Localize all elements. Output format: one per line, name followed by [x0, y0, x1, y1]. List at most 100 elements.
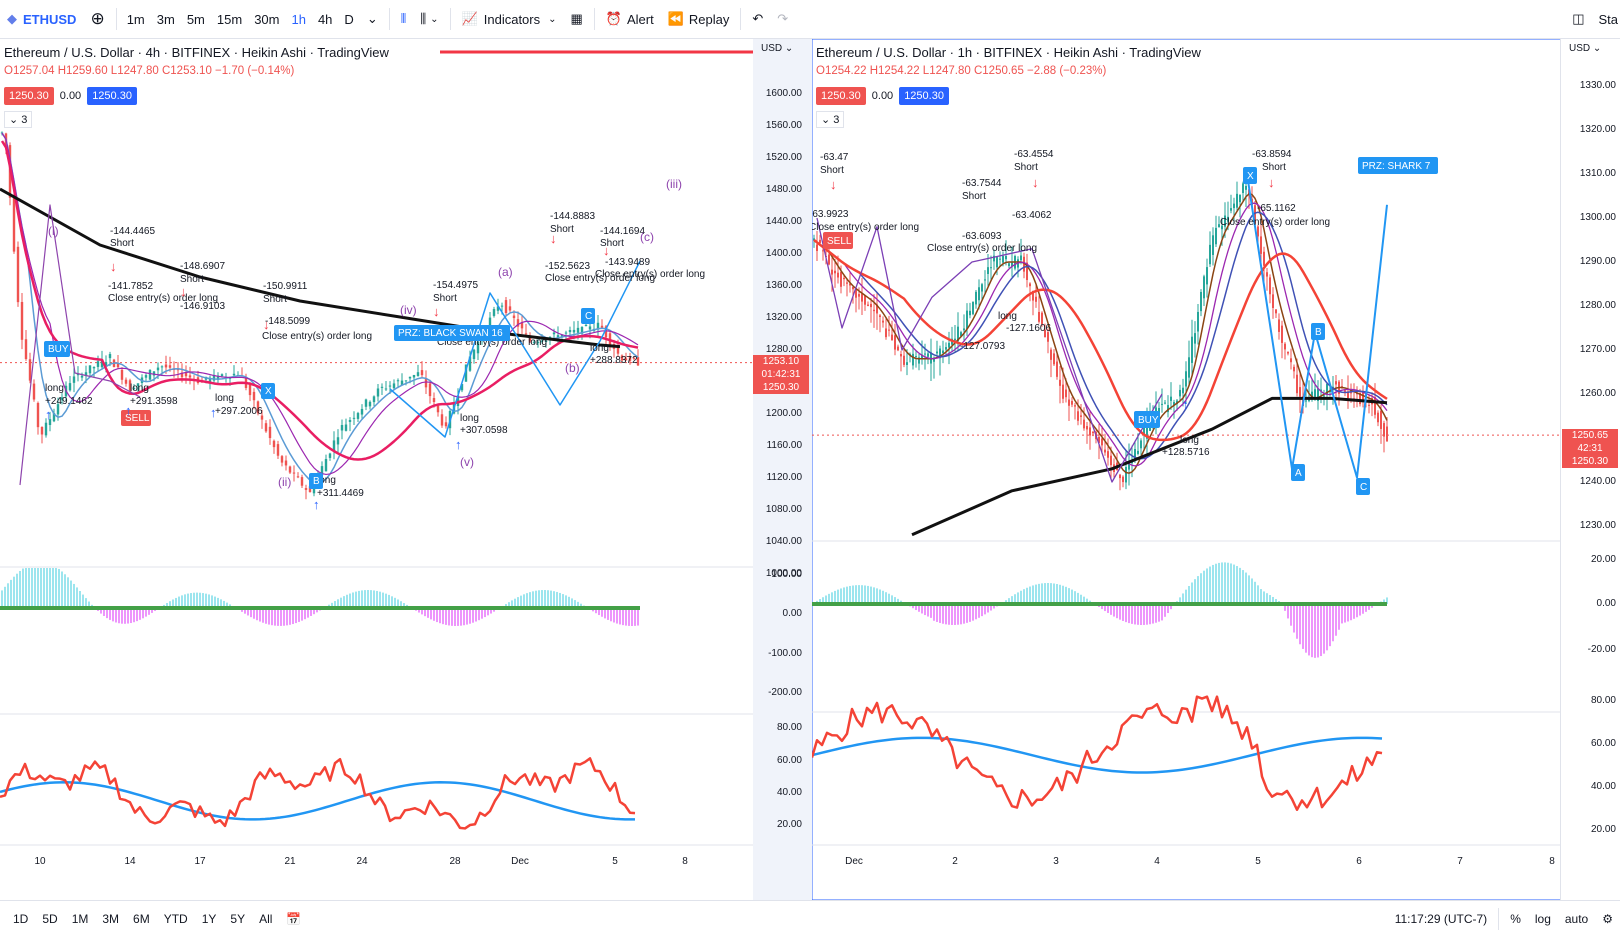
candle-body	[867, 304, 869, 306]
signal-badge	[1356, 478, 1370, 495]
settings-button[interactable]: ⚙	[1595, 912, 1620, 926]
auto-toggle[interactable]: auto	[1564, 912, 1589, 926]
candle-body	[1374, 397, 1376, 415]
log-toggle[interactable]: log	[1534, 912, 1551, 926]
clock[interactable]: 11:17:29 (UTC-7)	[1394, 912, 1488, 926]
range-ytd[interactable]: YTD	[163, 912, 188, 926]
rsi-tick: 20.00	[776, 819, 802, 830]
chart-type-candles-button[interactable]: ⫼ ⌄	[413, 0, 445, 38]
range-1m[interactable]: 1M	[71, 912, 89, 926]
candle-body	[1005, 255, 1007, 260]
sell-price-button[interactable]: 1250.30	[4, 87, 54, 105]
annotation-label: Short	[433, 293, 457, 304]
rsi-signal-line	[812, 736, 1383, 774]
percent-toggle[interactable]: %	[1510, 912, 1521, 926]
left-chart-pane[interactable]: -144.4465 Short -141.7852 Close entry(s) or…	[0, 39, 753, 900]
timeframe-more-icon[interactable]: ⌄	[366, 11, 378, 26]
annotation-label: +128.5716	[1162, 447, 1210, 458]
timeframe-15m[interactable]: 15m	[216, 11, 243, 27]
candle-body	[915, 356, 917, 358]
price-tick: 1440.00	[765, 216, 802, 227]
annotation-label: Short	[962, 191, 986, 202]
timeframe-1m[interactable]: 1m	[126, 11, 145, 27]
candle-body	[428, 383, 432, 397]
sell-price-button[interactable]: 1250.30	[816, 87, 866, 105]
range-1d[interactable]: 1D	[13, 912, 29, 926]
range-3m[interactable]: 3M	[102, 912, 120, 926]
annotation-label: long	[1180, 435, 1199, 446]
indicator-collapse-toggle[interactable]: ⌄ 3	[816, 111, 845, 128]
annotation-label: Close entry(s) order long	[595, 269, 705, 280]
currency-text: USD	[1569, 43, 1591, 54]
chart-type-bars-button[interactable]: ⫴	[394, 0, 413, 38]
x-axis-tick: 2	[952, 856, 958, 867]
add-symbol-button[interactable]: ⊕	[83, 0, 111, 38]
buy-price-button[interactable]: 1250.30	[87, 87, 137, 105]
candle-body	[1359, 393, 1361, 405]
timeframe-30m[interactable]: 30m	[254, 11, 280, 27]
candle-body	[416, 372, 420, 376]
layouts-button[interactable]: ▦	[564, 0, 590, 38]
candle-body	[528, 335, 532, 342]
layout-toggle-button[interactable]: ◫	[1565, 0, 1591, 38]
candle-body	[476, 341, 480, 354]
candle-body	[1281, 325, 1283, 343]
annotation-label: SELL	[827, 236, 852, 247]
plus-circle-icon: ⊕	[90, 9, 105, 28]
candle-body	[1083, 419, 1085, 429]
undo-button[interactable]: ↶	[745, 0, 770, 38]
timeframe-1h[interactable]: 1h	[291, 11, 306, 27]
alert-button[interactable]: ⏰ Alert	[599, 0, 661, 38]
range-6m[interactable]: 6M	[133, 912, 150, 926]
x-axis-tick: 4	[1154, 856, 1160, 867]
candle-body	[36, 403, 40, 428]
right-price-axis[interactable]: USD ⌄ 1330.00 1320.00 1310.00 1300.00 1290.0…	[1560, 39, 1620, 900]
buy-price-button[interactable]: 1250.30	[899, 87, 949, 105]
timeframe-5m[interactable]: 5m	[186, 11, 205, 27]
indicator-collapse-toggle[interactable]: ⌄ 3	[4, 111, 33, 128]
pane-divider[interactable]: USD ⌄ 1600.00 1560.00 1520.00 1480.00 1440.0…	[753, 39, 812, 900]
date-range-button[interactable]: 📅	[279, 912, 308, 926]
currency-label[interactable]: USD ⌄	[761, 43, 794, 54]
candle-body	[232, 373, 236, 376]
range-1y[interactable]: 1Y	[201, 912, 217, 926]
x-axis-tick: 28	[449, 856, 461, 867]
currency-label[interactable]: USD ⌄	[1569, 43, 1602, 54]
annotation-label: -148.6907	[180, 261, 225, 272]
candle-body	[1023, 256, 1025, 272]
annotation-label: Close entry(s) order long	[545, 273, 655, 284]
candle-body	[1380, 410, 1382, 429]
redo-button[interactable]: ↷	[770, 0, 795, 38]
range-5d[interactable]: 5D	[42, 912, 58, 926]
candle-body	[960, 332, 962, 337]
indicator-count: 3	[21, 114, 28, 126]
candle-body	[933, 357, 935, 362]
timeframe-d[interactable]: D	[344, 11, 354, 27]
candle-body	[188, 375, 192, 378]
range-all[interactable]: All	[259, 912, 273, 926]
symbol-search[interactable]: ◆ ETHUSD	[0, 0, 83, 38]
timeframe-4h[interactable]: 4h	[317, 11, 333, 27]
indicators-button[interactable]: 📈 Indicators ⌄	[455, 0, 564, 38]
right-chart-canvas[interactable]: -63.47 Short -63.9923 Close entry(s) order …	[812, 39, 1620, 900]
annotation-label: -127.0793	[960, 341, 1005, 352]
rsi-tick: 40.00	[1590, 781, 1616, 792]
candle-body	[324, 458, 328, 472]
save-button[interactable]: Sta	[1591, 0, 1620, 38]
right-chart-pane[interactable]: -63.47 Short -63.9923 Close entry(s) order …	[812, 39, 1620, 900]
bars-icon: ⫴	[400, 11, 407, 26]
candle-body	[208, 377, 212, 383]
candle-body	[12, 195, 16, 252]
candle-body	[1143, 427, 1145, 434]
annotation-label: Close entry(s) order long	[437, 337, 547, 348]
candle-body	[1011, 262, 1013, 267]
candle-body	[813, 238, 815, 241]
annotation-label: (iii)	[666, 177, 682, 191]
annotation-label: Close entry(s) order long	[1220, 217, 1330, 228]
range-5y[interactable]: 5Y	[230, 912, 246, 926]
replay-button[interactable]: ⏪ Replay	[661, 0, 737, 38]
candle-body	[945, 347, 947, 350]
timeframe-3m[interactable]: 3m	[156, 11, 175, 27]
price-tick: 1160.00	[766, 440, 802, 451]
